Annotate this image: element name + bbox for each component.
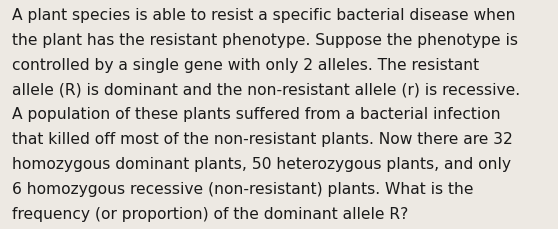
Text: the plant has the resistant phenotype. Suppose the phenotype is: the plant has the resistant phenotype. S… bbox=[12, 33, 518, 48]
Text: frequency (or proportion) of the dominant allele R?: frequency (or proportion) of the dominan… bbox=[12, 206, 408, 221]
Text: homozygous dominant plants, 50 heterozygous plants, and only: homozygous dominant plants, 50 heterozyg… bbox=[12, 156, 511, 171]
Text: that killed off most of the non-resistant plants. Now there are 32: that killed off most of the non-resistan… bbox=[12, 132, 513, 147]
Text: A population of these plants suffered from a bacterial infection: A population of these plants suffered fr… bbox=[12, 107, 501, 122]
Text: A plant species is able to resist a specific bacterial disease when: A plant species is able to resist a spec… bbox=[12, 8, 516, 23]
Text: 6 homozygous recessive (non-resistant) plants. What is the: 6 homozygous recessive (non-resistant) p… bbox=[12, 181, 474, 196]
Text: allele (R) is dominant and the non-resistant allele (r) is recessive.: allele (R) is dominant and the non-resis… bbox=[12, 82, 521, 97]
Text: controlled by a single gene with only 2 alleles. The resistant: controlled by a single gene with only 2 … bbox=[12, 57, 479, 72]
